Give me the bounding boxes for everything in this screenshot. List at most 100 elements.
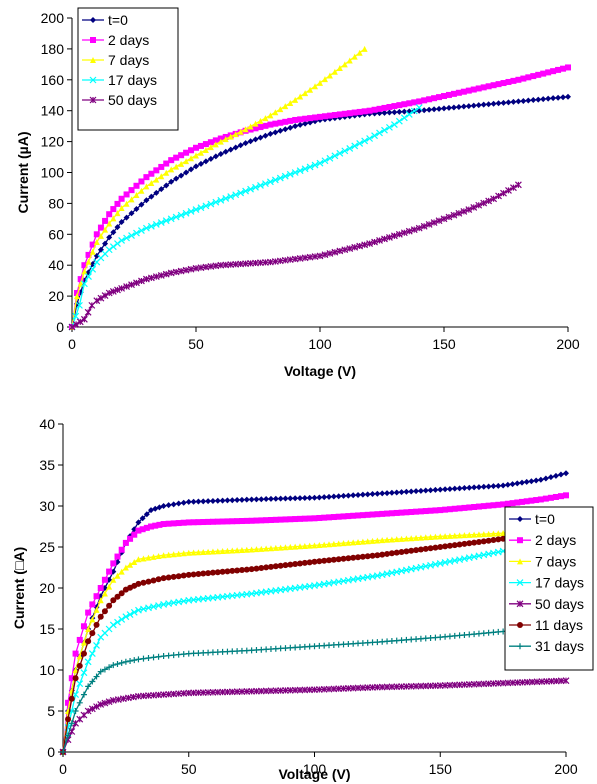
data-point: [321, 494, 328, 501]
data-point: [102, 226, 109, 233]
data-point: [105, 698, 113, 706]
data-point: [219, 547, 226, 554]
data-point: [207, 144, 214, 151]
data-point: [243, 496, 250, 503]
data-point: [321, 157, 329, 165]
data-point: [219, 497, 226, 504]
data-point: [282, 126, 289, 133]
legend-entry: 50 days: [535, 596, 584, 612]
data-point: [345, 513, 352, 520]
data-point: [400, 229, 408, 237]
data-point: [139, 515, 146, 522]
data-point: [190, 519, 197, 526]
data-point: [252, 136, 259, 143]
data-point: [350, 512, 357, 519]
data-point: [133, 182, 140, 189]
data-point: [173, 163, 180, 170]
data-point: [326, 514, 333, 521]
data-point: [432, 533, 439, 540]
data-point: [122, 658, 129, 665]
data-point: [350, 492, 357, 499]
data-point: [398, 549, 405, 556]
data-point: [135, 519, 142, 526]
data-point: [135, 556, 142, 563]
data-point: [405, 227, 413, 235]
data-point: [155, 653, 162, 660]
data-point: [398, 489, 405, 496]
data-point: [520, 75, 527, 82]
data-point: [237, 189, 245, 197]
data-point: [495, 536, 502, 543]
data-point: [97, 294, 105, 302]
data-point: [390, 232, 398, 240]
data-point: [183, 158, 190, 165]
data-point: [381, 235, 388, 243]
data-point: [465, 87, 472, 94]
data-point: [364, 553, 371, 560]
data-point: [110, 560, 117, 567]
data-point: [326, 72, 333, 79]
data-point: [441, 93, 447, 100]
data-point: [247, 138, 254, 145]
data-point: [490, 82, 497, 89]
y-tick-label: 0: [47, 744, 55, 760]
data-point: [500, 80, 507, 87]
data-point: [431, 95, 438, 102]
data-point: [520, 97, 527, 104]
data-point: [118, 237, 126, 244]
data-point: [257, 117, 264, 124]
data-point: [376, 105, 383, 112]
data-point: [114, 224, 121, 231]
data-point: [316, 494, 323, 501]
data-point: [374, 511, 381, 518]
data-point: [565, 64, 571, 71]
data-point: [195, 549, 202, 556]
data-point: [379, 537, 386, 544]
x-tick-label: 150: [429, 761, 453, 777]
data-point: [547, 474, 554, 481]
data-point: [540, 96, 547, 103]
data-point: [163, 160, 170, 167]
data-point: [60, 749, 66, 755]
data-point: [170, 551, 177, 558]
data-point: [297, 116, 304, 123]
data-point: [505, 186, 512, 194]
data-point: [386, 109, 393, 116]
data-point: [205, 548, 212, 555]
data-point: [395, 117, 403, 125]
data-point: [207, 155, 214, 162]
data-point: [408, 488, 415, 495]
data-point: [145, 578, 152, 585]
data-point: [317, 79, 323, 86]
data-point: [456, 532, 463, 539]
data-point: [480, 538, 487, 545]
data-point: [126, 611, 134, 618]
data-point: [364, 511, 371, 518]
data-point: [247, 123, 254, 130]
data-point: [410, 226, 418, 234]
data-point: [277, 106, 284, 113]
data-point: [222, 148, 229, 155]
data-point: [281, 172, 289, 180]
series-2-days: [60, 492, 569, 755]
data-point: [93, 239, 100, 246]
data-point: [356, 242, 364, 250]
legend: t=0 2 days 7 days 17 days 50 days: [77, 7, 179, 131]
data-point: [217, 138, 224, 145]
data-point: [182, 209, 190, 217]
data-point: [470, 102, 477, 109]
data-point: [296, 543, 303, 550]
data-point: [81, 262, 88, 269]
y-tick-label: 60: [48, 226, 64, 242]
data-point: [212, 137, 219, 144]
data-point: [224, 518, 231, 525]
data-point: [148, 523, 155, 530]
data-point: [68, 695, 75, 702]
data-point: [253, 546, 260, 553]
data-point: [185, 519, 192, 526]
legend-box: [504, 506, 594, 671]
data-point: [229, 497, 236, 504]
data-point: [282, 495, 289, 502]
legend-marker: [516, 579, 524, 587]
data-point: [106, 583, 113, 590]
